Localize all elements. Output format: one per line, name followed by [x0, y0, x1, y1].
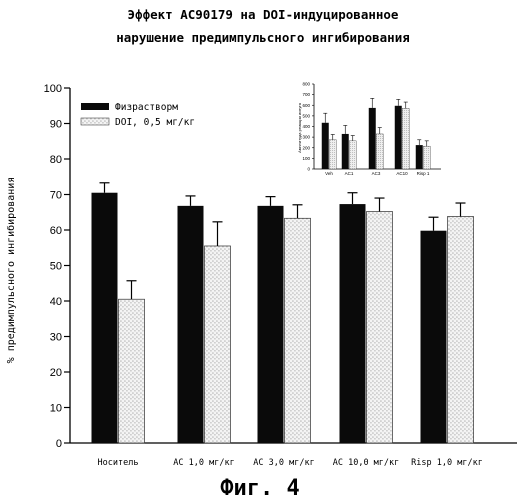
legend-swatch-doi	[81, 118, 109, 125]
legend: Физрастворм DOI, 0,5 мг/кг	[81, 102, 195, 128]
bar-doi	[402, 108, 409, 169]
bar-vehicle	[369, 108, 376, 169]
chart-title-line2: нарушение предимпульсного ингибирования	[116, 30, 410, 45]
bar-vehicle	[342, 134, 349, 169]
y-tick-label: 400	[302, 124, 310, 129]
x-category-label: AC1	[345, 171, 354, 176]
x-category-label: AC 1,0 мг/кг	[173, 458, 234, 468]
bar-vehicle	[92, 193, 118, 443]
bar-doi	[205, 246, 231, 443]
bar-vehicle	[416, 145, 423, 169]
bar-vehicle	[258, 206, 284, 443]
y-tick-label: 0	[307, 167, 310, 172]
y-ticks: 0 10 20 30 40 50 60 70 80 90 100	[44, 83, 70, 450]
chart-title-line1: Эффект AC90179 на DOI-индуцированное	[128, 7, 399, 22]
y-tick-label: 100	[44, 83, 62, 95]
x-categories: Носитель AC 1,0 мг/кг AC 3,0 мг/кг AC 10,0 …	[98, 458, 483, 468]
x-category-label: AC 3,0 мг/кг	[253, 458, 314, 468]
y-tick-label: 80	[50, 154, 62, 166]
bar-vehicle	[322, 123, 329, 169]
x-category-label: Носитель	[98, 458, 139, 468]
main-plot: 0 10 20 30 40 50 60 70 80 90 100 % предимпульсного…	[5, 83, 517, 468]
y-tick-label: 40	[50, 296, 62, 308]
bar-doi	[119, 299, 145, 443]
y-tick-label: 800	[302, 82, 310, 87]
y-tick-label: 90	[50, 118, 62, 130]
inset-bars	[322, 98, 431, 169]
x-category-label: Risp 1	[417, 171, 430, 176]
y-axis-label: % предимпульсного ингибирования	[5, 177, 17, 364]
bar-doi	[367, 212, 393, 443]
legend-label-doi: DOI, 0,5 мг/кг	[115, 117, 195, 128]
bar-doi	[285, 218, 311, 443]
bar-doi	[349, 141, 356, 169]
y-tick-label: 50	[50, 260, 62, 272]
y-tick-label: 0	[56, 438, 62, 450]
y-tick-label: 20	[50, 367, 62, 379]
bar-vehicle	[178, 206, 204, 443]
bar-doi	[376, 134, 383, 169]
y-tick-label: 600	[302, 103, 310, 108]
legend-swatch-vehicle	[81, 103, 109, 110]
inset-y-axis-label: Амплитуда реакции испуга	[297, 102, 302, 153]
x-category-label: AC3	[372, 171, 381, 176]
y-tick-label: 100	[302, 156, 310, 161]
y-tick-label: 10	[50, 402, 62, 414]
y-tick-label: 700	[302, 92, 310, 97]
y-tick-label: 30	[50, 331, 62, 343]
bar-doi	[329, 140, 336, 169]
y-tick-label: 60	[50, 225, 62, 237]
bar-vehicle	[395, 106, 402, 169]
inset-x-categories: Veh AC1 AC3 AC10 Risp 1	[325, 171, 430, 176]
x-category-label: Veh	[325, 171, 333, 176]
bar-vehicle	[340, 204, 366, 443]
bars	[92, 183, 474, 443]
inset-plot: 0 100 200 300 400 500 600 700 800 Амплитуда реак…	[297, 82, 441, 176]
bar-doi	[423, 146, 430, 169]
figure-label: Фиг. 4	[220, 476, 299, 500]
bar-vehicle	[421, 231, 447, 443]
x-category-label: AC10	[396, 171, 408, 176]
legend-label-vehicle: Физрастворм	[115, 102, 178, 113]
x-category-label: AC 10,0 мг/кг	[333, 458, 400, 468]
y-tick-label: 200	[302, 145, 310, 150]
y-tick-label: 500	[302, 113, 310, 118]
y-tick-label: 300	[302, 135, 310, 140]
bar-doi	[448, 217, 474, 443]
inset-y-ticks: 0 100 200 300 400 500 600 700 800	[302, 82, 314, 172]
x-category-label: Risp 1,0 мг/кг	[411, 458, 483, 468]
y-tick-label: 70	[50, 189, 62, 201]
